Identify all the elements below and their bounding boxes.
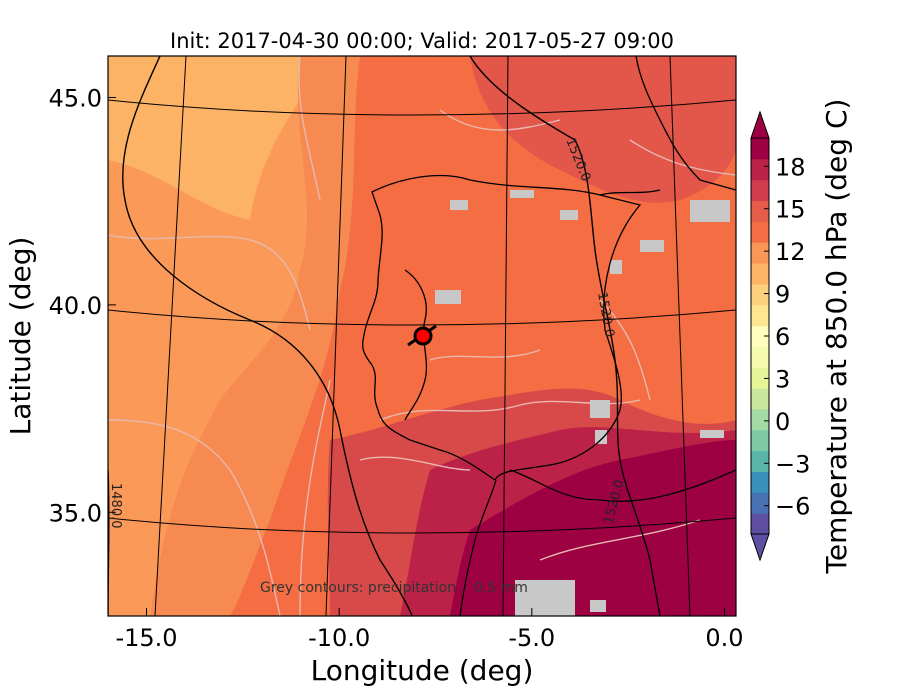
lat-40-line <box>108 309 736 326</box>
colorbar-segment <box>751 367 769 389</box>
lon-minus15-line <box>154 56 187 616</box>
colorbar-segment <box>751 283 769 306</box>
portugal-border <box>404 269 428 421</box>
morocco-coast <box>459 479 497 616</box>
lon-minus5-line <box>502 56 509 616</box>
colorbar-segment <box>751 138 769 160</box>
colorbar-segment <box>751 429 769 452</box>
colorbar-segment <box>751 263 769 285</box>
colorbar-tick-label: 15 <box>775 196 806 224</box>
colorbar-segment <box>751 242 769 264</box>
colorbar-segment <box>751 408 769 431</box>
y-axis: 35.0 40.0 45.0 <box>49 84 116 527</box>
y-axis-label: Latitude (deg) <box>4 237 37 436</box>
lat-45-line <box>108 99 736 116</box>
colorbar-extend-max <box>750 110 770 139</box>
colorbar-tick-label: 18 <box>775 153 806 181</box>
x-axis-label: Longitude (deg) <box>311 654 534 687</box>
x-tick-label: 0.0 <box>705 624 743 652</box>
lon-minus10-line <box>325 56 347 616</box>
france-coast <box>635 56 736 191</box>
colorbar-tick-label: −6 <box>775 493 810 521</box>
coastlines <box>362 56 736 616</box>
x-tick-label: -5.0 <box>508 624 555 652</box>
x-axis: -15.0 -10.0 -5.0 0.0 <box>115 608 744 652</box>
colorbar-segment <box>751 221 769 243</box>
map-frame <box>107 55 737 617</box>
chart-title: Init: 2017-04-30 00:00; Valid: 2017-05-2… <box>170 29 674 53</box>
x-tick-label: -10.0 <box>308 624 370 652</box>
colorbar-tick-label: 6 <box>775 323 790 351</box>
colorbar-tick-label: 3 <box>775 365 790 393</box>
lon-0-line <box>669 56 691 616</box>
contour-label: 1480.0 <box>108 483 123 529</box>
colorbar-segment <box>751 346 769 368</box>
colorbar-label: Temperature at 850.0 hPa (deg C) <box>820 99 853 575</box>
colorbar: −6 −3 0 3 6 9 12 15 18 <box>750 110 810 562</box>
colorbar-segment <box>751 325 769 347</box>
y-tick-label: 35.0 <box>49 499 102 527</box>
colorbar-segment <box>751 388 769 410</box>
lat-35-line <box>108 517 736 534</box>
colorbar-tick-label: 0 <box>775 408 790 436</box>
precipitation-patches <box>435 190 730 616</box>
y-tick-label: 40.0 <box>49 292 102 320</box>
iberia-coastline <box>362 174 642 481</box>
colorbar-segment <box>751 450 769 472</box>
colorbar-extend-min <box>750 533 770 562</box>
colorbar-segment <box>751 471 769 493</box>
colorbar-tick-label: 12 <box>775 238 806 266</box>
y-tick-label: 45.0 <box>49 84 102 112</box>
graticule <box>108 56 736 616</box>
north-africa-coast <box>509 469 736 502</box>
field-band-red <box>470 56 736 203</box>
precipitation-annotation: Grey contours: precipitation 0.5 mm <box>260 580 528 596</box>
colorbar-segment <box>751 513 769 535</box>
colorbar-segment <box>751 304 769 327</box>
colorbar-segment <box>751 492 769 514</box>
x-tick-label: -15.0 <box>115 624 177 652</box>
colorbar-segment <box>751 179 769 202</box>
colorbar-segment <box>751 158 769 181</box>
colorbar-tick-label: 9 <box>775 281 790 309</box>
colorbar-tick-label: −3 <box>775 450 810 478</box>
map-area: 1520.0 1520.0 1520.0 1480.0 Grey contour… <box>108 56 736 616</box>
colorbar-segment <box>751 200 769 222</box>
spain-france-border <box>599 189 661 196</box>
location-marker <box>407 324 437 347</box>
